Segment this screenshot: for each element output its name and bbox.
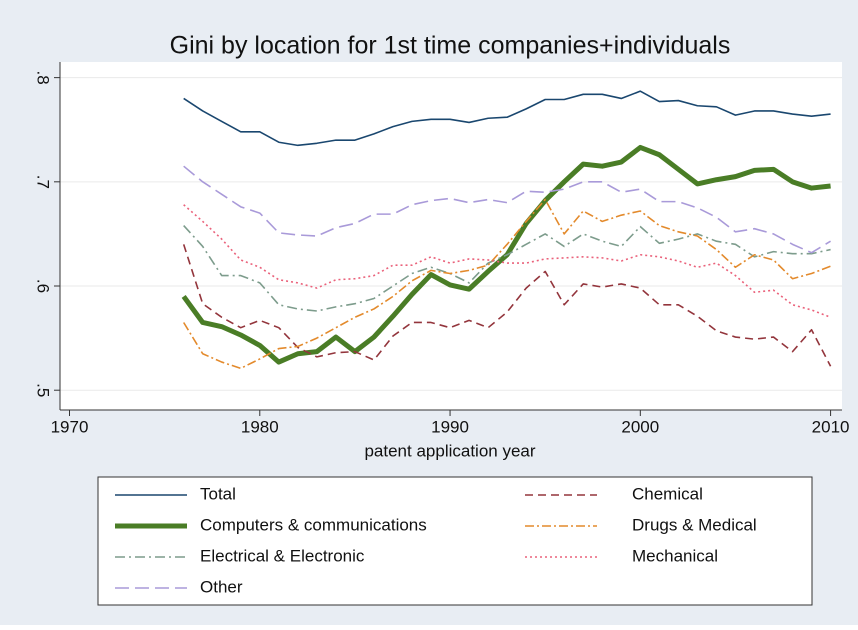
legend-label: Drugs & Medical — [632, 515, 757, 534]
series-line — [183, 90, 831, 147]
x-tick-label: 1980 — [241, 417, 279, 436]
legend-label: Chemical — [632, 484, 703, 503]
y-tick-label: .5 — [34, 383, 53, 397]
chart-title: Gini by location for 1st time companies+… — [170, 32, 731, 60]
y-tick-label: .6 — [34, 279, 53, 293]
legend-label: Mechanical — [632, 546, 718, 565]
series-line — [183, 204, 831, 319]
series-line — [183, 165, 831, 254]
x-tick-label: 1990 — [431, 417, 469, 436]
legend-label: Total — [200, 484, 236, 503]
series-line — [182, 198, 831, 370]
legend-label: Other — [200, 577, 243, 596]
series-line — [182, 244, 832, 367]
x-axis-label: patent application year — [364, 441, 535, 460]
x-tick-label: 2010 — [812, 417, 850, 436]
series-line — [183, 225, 831, 312]
legend-label: Electrical & Electronic — [200, 546, 365, 565]
x-tick-label: 2000 — [621, 417, 659, 436]
legend — [97, 476, 813, 606]
x-tick-label: 1970 — [51, 417, 89, 436]
y-tick-label: .8 — [34, 71, 53, 85]
legend-label: Computers & communications — [200, 515, 427, 534]
plot-area — [60, 62, 842, 410]
y-tick-label: .7 — [34, 175, 53, 189]
